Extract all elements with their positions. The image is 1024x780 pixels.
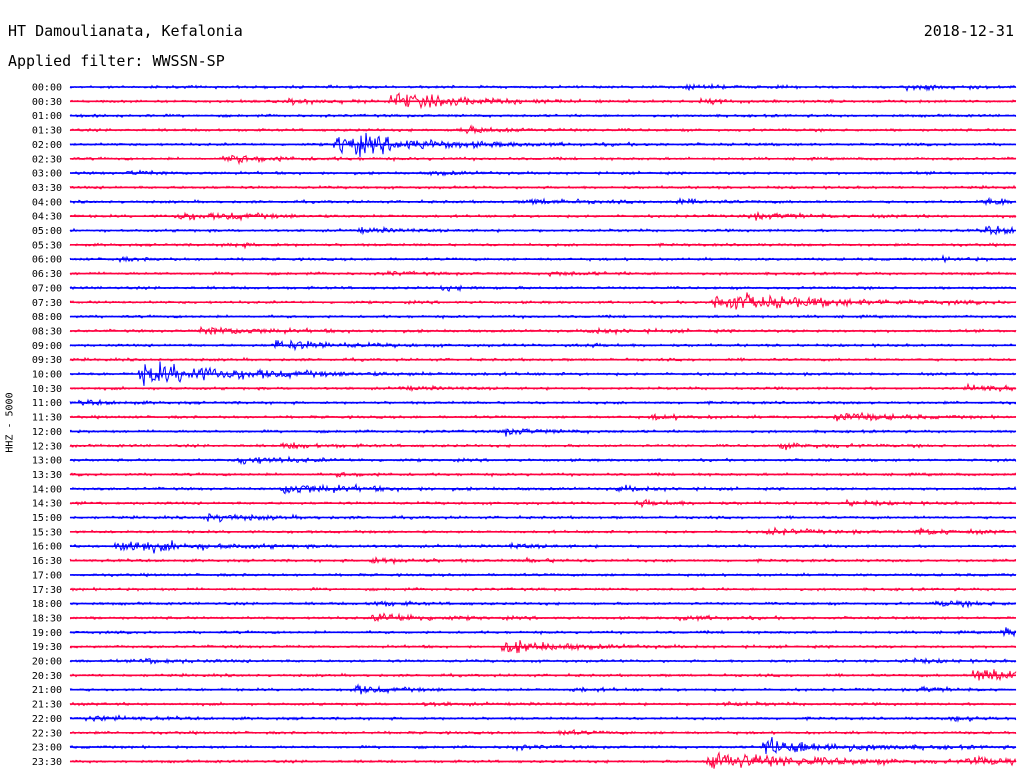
row-time-label: 04:00 bbox=[32, 197, 62, 208]
row-time-label: 10:00 bbox=[32, 370, 62, 381]
row-time-label: 22:00 bbox=[32, 714, 62, 725]
row-time-label: 19:30 bbox=[32, 642, 62, 653]
row-time-label: 21:30 bbox=[32, 700, 62, 711]
row-time-label: 14:30 bbox=[32, 499, 62, 510]
row-time-label: 18:30 bbox=[32, 613, 62, 624]
row-time-label: 14:00 bbox=[32, 484, 62, 495]
row-time-label: 02:00 bbox=[32, 140, 62, 151]
row-time-label: 03:00 bbox=[32, 169, 62, 180]
trace-group bbox=[69, 82, 1017, 769]
row-time-label: 06:30 bbox=[32, 269, 62, 280]
row-time-label: 08:00 bbox=[32, 312, 62, 323]
row-time-label: 16:00 bbox=[32, 542, 62, 553]
row-time-label: 20:30 bbox=[32, 671, 62, 682]
row-time-label: 07:00 bbox=[32, 283, 62, 294]
row-time-label: 17:00 bbox=[32, 570, 62, 581]
row-time-label: 04:30 bbox=[32, 212, 62, 223]
row-time-label: 18:00 bbox=[32, 599, 62, 610]
row-time-label: 09:00 bbox=[32, 341, 62, 352]
trace-row-0730 bbox=[69, 292, 1017, 310]
date-label: 2018-12-31 bbox=[923, 22, 1014, 40]
row-time-label: 01:00 bbox=[32, 111, 62, 122]
row-time-label: 09:30 bbox=[32, 355, 62, 366]
trace-row-2300 bbox=[69, 736, 1017, 755]
row-time-label: 10:30 bbox=[32, 384, 62, 395]
row-time-label: 12:30 bbox=[32, 441, 62, 452]
row-time-label: 02:30 bbox=[32, 154, 62, 165]
row-time-label: 07:30 bbox=[32, 298, 62, 309]
filter-label: Applied filter: WWSSN-SP bbox=[8, 52, 225, 70]
row-time-label: 01:30 bbox=[32, 126, 62, 137]
row-time-label: 23:30 bbox=[32, 757, 62, 768]
row-time-label: 12:00 bbox=[32, 427, 62, 438]
row-label-group: 00:00 00:30 01:00 01:30 02:00 02:30 03:00 03:30… bbox=[32, 83, 62, 768]
row-time-label: 06:00 bbox=[32, 255, 62, 266]
row-time-label: 15:00 bbox=[32, 513, 62, 524]
row-time-label: 22:30 bbox=[32, 728, 62, 739]
row-time-label: 08:30 bbox=[32, 326, 62, 337]
row-time-label: 00:00 bbox=[32, 83, 62, 94]
row-time-label: 00:30 bbox=[32, 97, 62, 108]
row-time-label: 21:00 bbox=[32, 685, 62, 696]
row-time-label: 17:30 bbox=[32, 585, 62, 596]
row-time-label: 20:00 bbox=[32, 657, 62, 668]
row-time-label: 19:00 bbox=[32, 628, 62, 639]
row-time-label: 11:30 bbox=[32, 413, 62, 424]
row-time-label: 05:00 bbox=[32, 226, 62, 237]
row-time-label: 13:00 bbox=[32, 456, 62, 467]
trace-row-1200 bbox=[69, 428, 1017, 437]
row-time-label: 15:30 bbox=[32, 527, 62, 538]
row-time-label: 11:00 bbox=[32, 398, 62, 409]
row-time-label: 23:00 bbox=[32, 743, 62, 754]
station-title: HT Damoulianata, Kefalonia bbox=[8, 22, 243, 40]
row-time-label: 16:30 bbox=[32, 556, 62, 567]
row-time-label: 13:30 bbox=[32, 470, 62, 481]
row-time-label: 05:30 bbox=[32, 240, 62, 251]
row-time-label: 03:30 bbox=[32, 183, 62, 194]
